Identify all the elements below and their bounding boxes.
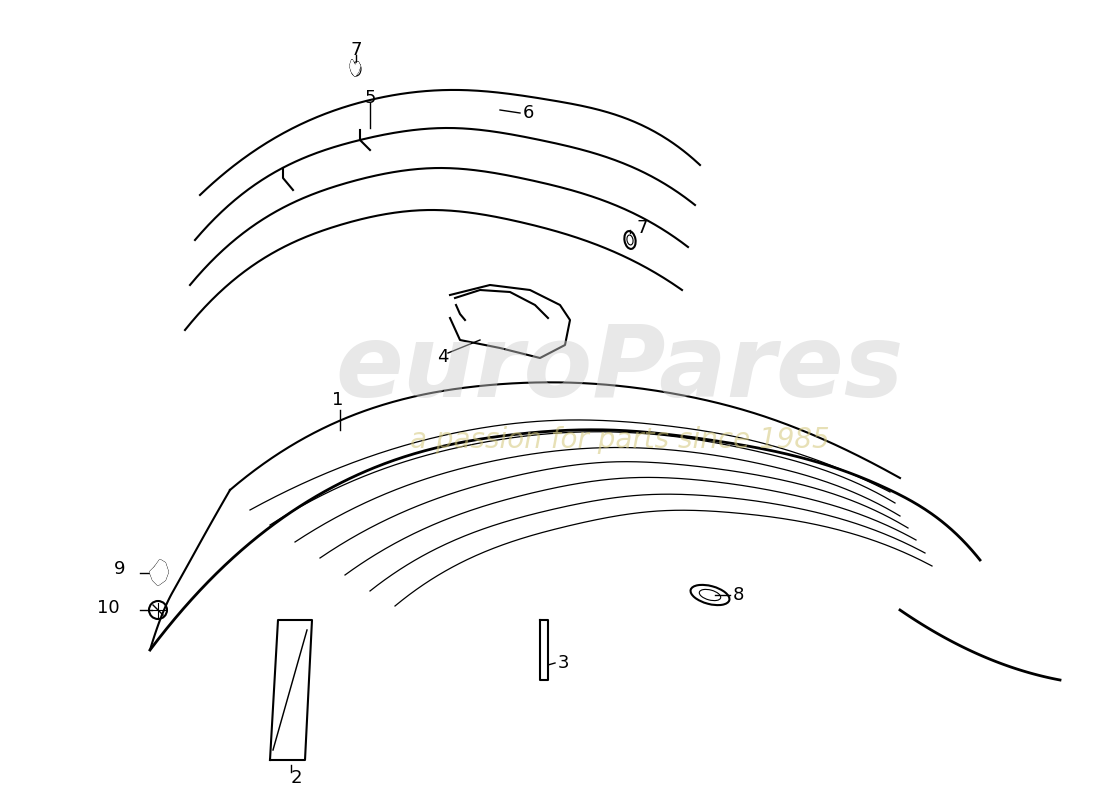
Text: 8: 8	[733, 586, 745, 604]
Text: 6: 6	[522, 104, 535, 122]
Text: 2: 2	[292, 769, 302, 787]
Text: euroPares: euroPares	[336, 322, 904, 418]
Text: 7: 7	[350, 41, 362, 59]
Text: 3: 3	[558, 654, 570, 672]
Polygon shape	[350, 60, 360, 76]
Polygon shape	[270, 620, 312, 760]
Text: 10: 10	[98, 599, 120, 617]
Text: a passion for parts since 1985: a passion for parts since 1985	[410, 426, 829, 454]
Polygon shape	[540, 620, 548, 680]
Ellipse shape	[691, 585, 729, 605]
Text: 7: 7	[636, 219, 648, 237]
Text: 1: 1	[332, 391, 343, 409]
Ellipse shape	[148, 601, 167, 619]
Polygon shape	[150, 560, 168, 585]
Ellipse shape	[625, 231, 636, 249]
Text: 9: 9	[113, 560, 125, 578]
Text: 4: 4	[438, 348, 449, 366]
Text: 5: 5	[364, 89, 376, 107]
